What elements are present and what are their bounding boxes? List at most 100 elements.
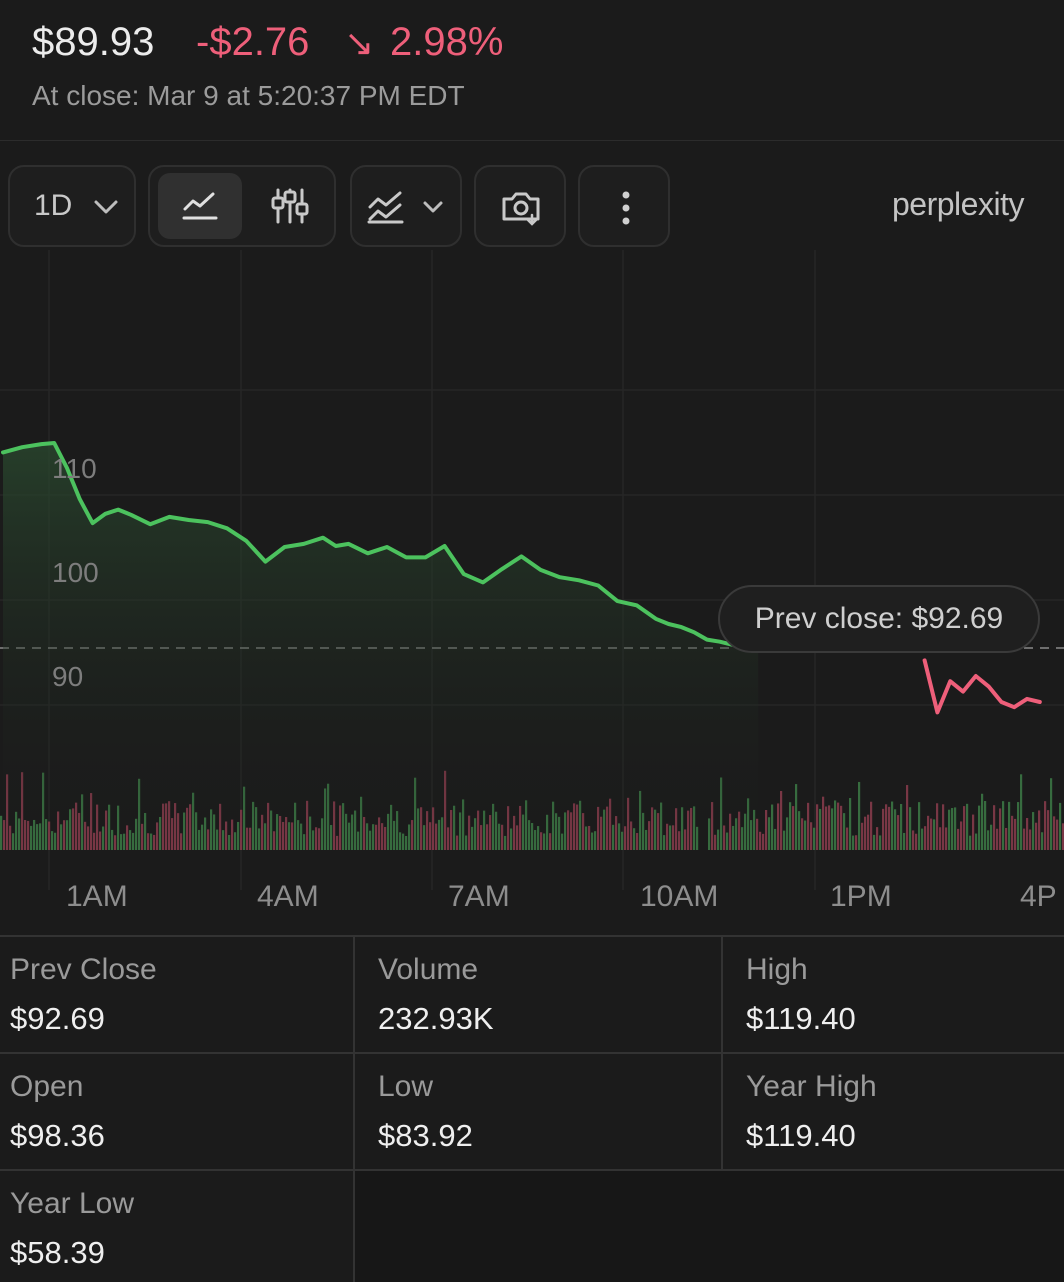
volume-bar (759, 832, 761, 850)
prev-close-tooltip: Prev close: $92.69 (718, 585, 1040, 653)
volume-bar (963, 806, 965, 850)
volume-bar (828, 805, 830, 850)
volume-bar (1017, 802, 1019, 850)
volume-bar (789, 802, 791, 850)
timeframe-dropdown[interactable]: 1D (8, 165, 136, 247)
volume-bar (783, 831, 785, 850)
volume-bar (804, 821, 806, 850)
volume-bar (1047, 810, 1049, 850)
area-fill (3, 443, 758, 850)
volume-bar (891, 802, 893, 850)
volume-bar (1056, 820, 1058, 850)
volume-bar (903, 833, 905, 850)
stat-year-high: Year High $119.40 (736, 1054, 1064, 1169)
stat-value: $92.69 (10, 1001, 105, 1037)
volume-bar (771, 805, 773, 850)
volume-bar (906, 785, 908, 850)
volume-bar (1053, 816, 1055, 850)
volume-bar (918, 802, 920, 850)
volume-bar (912, 830, 914, 850)
chart-type-dropdown[interactable] (350, 165, 462, 247)
volume-bar (948, 810, 950, 850)
volume-bar (840, 806, 842, 850)
volume-bar (942, 804, 944, 850)
volume-bar (882, 809, 884, 850)
volume-bar (957, 829, 959, 850)
stat-label: Low (378, 1070, 433, 1104)
stat-value: $83.92 (378, 1118, 473, 1154)
volume-bar (921, 829, 923, 850)
stat-value: $119.40 (746, 1001, 856, 1037)
stat-label: Open (10, 1070, 83, 1104)
volume-bar (774, 829, 776, 850)
y-tick-label: 90 (52, 661, 83, 692)
volume-bar (792, 806, 794, 850)
sliders-icon (270, 187, 310, 225)
volume-bar (933, 819, 935, 850)
line-chart-icon (180, 187, 220, 225)
volume-bar (822, 797, 824, 850)
volume-bar (978, 806, 980, 850)
brand-logo: perplexity (892, 186, 1024, 223)
volume-bar (861, 823, 863, 850)
stat-value: 232.93K (378, 1001, 494, 1037)
volume-bar (837, 803, 839, 850)
stat-value: $119.40 (746, 1118, 856, 1154)
volume-bar (885, 804, 887, 850)
volume-bar (894, 809, 896, 850)
volume-bar (999, 808, 1001, 850)
x-tick-label: 1PM (830, 880, 892, 913)
volume-bar (900, 804, 902, 850)
current-price: $89.93 (32, 20, 154, 65)
volume-bar (1002, 801, 1004, 850)
volume-bar (801, 818, 803, 850)
volume-bar (975, 834, 977, 850)
volume-bar (1041, 832, 1043, 850)
volume-bar (969, 836, 971, 850)
stat-label: High (746, 953, 808, 987)
volume-bar (990, 825, 992, 850)
volume-bar (858, 782, 860, 850)
y-tick-label: 100 (52, 557, 99, 588)
x-tick-label: 4P (1020, 880, 1057, 913)
stat-label: Year High (746, 1070, 877, 1104)
volume-bar (855, 835, 857, 850)
chevron-down-icon (92, 197, 120, 217)
volume-bar (939, 827, 941, 850)
volume-bar (816, 804, 818, 850)
more-options-button[interactable] (578, 165, 670, 247)
quote-header: $89.93 -$2.76 ↘ 2.98% At close: Mar 9 at… (0, 0, 1064, 141)
stats-grid: Prev Close $92.69 Volume 232.93K High $1… (0, 935, 1064, 1282)
volume-bar (930, 819, 932, 850)
volume-bar (765, 810, 767, 850)
volume-bar (915, 834, 917, 850)
indicators-button[interactable] (254, 173, 330, 239)
volume-bar (987, 830, 989, 850)
chart-style-toggle (148, 165, 336, 247)
volume-bar (972, 815, 974, 850)
volume-bar (813, 828, 815, 850)
volume-bar (909, 807, 911, 850)
volume-bar (807, 803, 809, 850)
volume-bar (1032, 812, 1034, 850)
y-tick-label: 110 (52, 453, 97, 484)
volume-bar (888, 807, 890, 850)
volume-bar (876, 827, 878, 850)
volume-bar (1008, 802, 1010, 850)
more-vert-icon (616, 189, 636, 227)
volume-bar (1026, 818, 1028, 850)
volume-bar (834, 800, 836, 850)
volume-bar (1059, 803, 1061, 850)
stat-label: Volume (378, 953, 478, 987)
stat-high: High $119.40 (736, 937, 1064, 1052)
volume-bar (825, 806, 827, 850)
volume-bar (762, 834, 764, 850)
camera-icon (500, 187, 542, 227)
screenshot-button[interactable] (474, 165, 566, 247)
line-chart-button[interactable] (158, 173, 242, 239)
volume-bar (873, 835, 875, 850)
volume-bar (795, 784, 797, 850)
volume-bar (945, 827, 947, 850)
stat-volume: Volume 232.93K (368, 937, 721, 1052)
volume-bar (951, 808, 953, 850)
